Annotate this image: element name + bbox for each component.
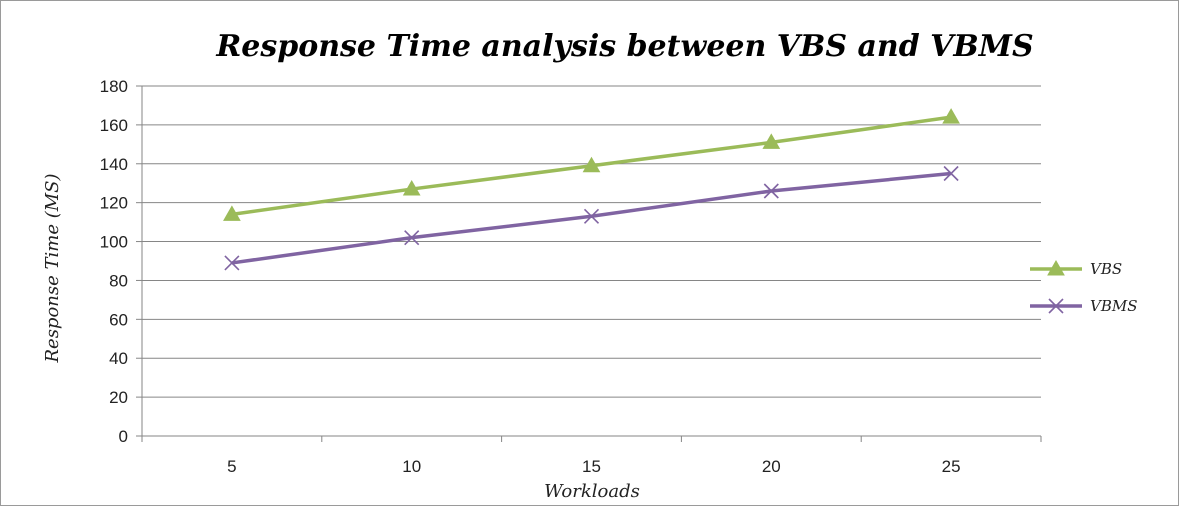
y-tick-label: 80 (109, 271, 128, 290)
x-tick-label: 5 (227, 457, 236, 476)
y-axis-ticks: 0 20 40 60 80 100 120 140 160 180 (100, 77, 142, 446)
y-tick-label: 120 (100, 194, 128, 213)
legend-label-vbs: VBS (1090, 260, 1122, 278)
data-point-vbs (762, 133, 781, 149)
gridlines (142, 85, 1041, 398)
y-tick-label: 100 (100, 233, 128, 252)
x-axis-ticks: 5 10 15 20 25 (141, 436, 1042, 476)
x-tick-label: 15 (582, 457, 601, 476)
data-point-vbms (763, 183, 779, 199)
x-tick-label: 25 (942, 457, 961, 476)
x-tick-label: 20 (762, 457, 781, 476)
data-point-vbms (404, 230, 420, 246)
y-tick-label: 180 (100, 77, 128, 96)
axes (141, 86, 1041, 437)
data-point-vbms (224, 255, 240, 271)
legend-item-vbs: VBS (1030, 259, 1122, 278)
x-axis-label: Workloads (544, 481, 640, 502)
data-point-vbs (582, 156, 601, 173)
series-group (223, 108, 960, 271)
series-vbms (224, 165, 959, 271)
data-point-vbs (402, 180, 421, 196)
x-tick-label: 10 (402, 457, 421, 476)
legend-item-vbms: VBMS (1030, 297, 1138, 315)
data-point-vbms (943, 165, 959, 182)
data-point-vbs (942, 108, 960, 124)
y-tick-label: 160 (100, 116, 128, 135)
data-point-vbs (223, 205, 241, 221)
y-tick-label: 40 (109, 349, 128, 368)
y-tick-label: 0 (119, 427, 128, 446)
y-tick-label: 140 (100, 155, 128, 174)
y-tick-label: 60 (109, 310, 128, 329)
legend-marker-vbms (1048, 298, 1064, 314)
data-point-vbms (583, 208, 600, 224)
legend-label-vbms: VBMS (1090, 297, 1138, 315)
chart-title: Response Time analysis between VBS and V… (215, 29, 1033, 64)
y-axis-label: Response Time (MS) (42, 173, 63, 363)
legend-marker-vbs (1047, 259, 1065, 276)
y-tick-label: 20 (109, 388, 128, 407)
series-vbs (223, 108, 960, 221)
legend: VBS VBMS (1030, 259, 1138, 315)
